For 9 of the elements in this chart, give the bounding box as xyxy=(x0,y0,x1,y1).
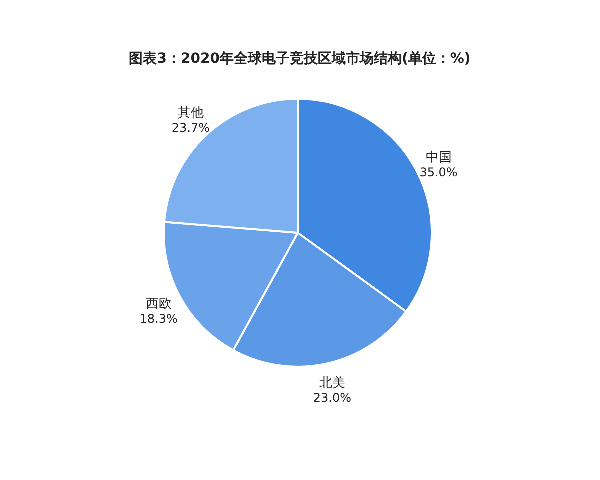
slice-label: 中国 xyxy=(426,150,452,166)
slice-label: 西欧 xyxy=(146,296,172,312)
title: 图表3：2020年全球电子竞技区域市场结构(单位：%) xyxy=(129,51,471,67)
data-label: 35.0% xyxy=(420,165,458,180)
slice-label: 北美 xyxy=(319,375,346,392)
data-label: 23.7% xyxy=(172,120,210,135)
data-label: 18.3% xyxy=(140,312,178,326)
data-label: 23.0% xyxy=(313,391,352,406)
slice-label: 其他 xyxy=(178,106,204,121)
